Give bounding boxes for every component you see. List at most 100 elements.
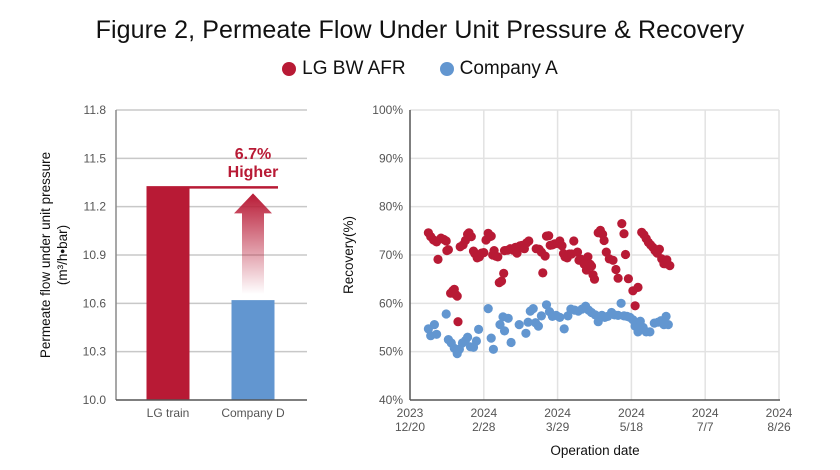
data-point — [538, 268, 548, 278]
scatter-x-tick-date: 12/20 — [395, 420, 425, 434]
bar-y-tick-label: 10.3 — [83, 345, 107, 359]
data-point — [441, 309, 451, 319]
bar-bars — [146, 187, 275, 400]
legend: LG BW AFR Company A — [0, 58, 840, 80]
scatter-y-tick-label: 100% — [372, 103, 403, 117]
bar-y-axis-title: Permeate flow under unit pressure — [38, 152, 53, 358]
up-arrow-icon — [234, 193, 272, 295]
data-point — [496, 276, 507, 286]
data-point — [611, 264, 621, 275]
scatter-y-tick-label: 90% — [379, 151, 403, 165]
data-point — [536, 311, 547, 321]
data-point — [619, 229, 629, 239]
scatter-y-axis-title: Recovery(%) — [341, 216, 356, 294]
legend-marker-lg-icon — [282, 62, 297, 76]
data-point — [572, 247, 583, 257]
data-point — [506, 337, 516, 348]
data-point — [429, 320, 439, 330]
scatter-x-tick-year: 2024 — [692, 406, 719, 420]
scatter-x-ticks: 202312/2020242/2820243/2920245/1820247/7… — [395, 406, 793, 434]
data-point — [523, 317, 533, 327]
scatter-x-tick-year: 2024 — [544, 406, 571, 420]
scatter-y-tick-label: 50% — [379, 345, 403, 359]
data-point — [617, 219, 627, 229]
data-point — [599, 235, 609, 246]
data-point — [433, 254, 443, 264]
bar-company-d — [231, 300, 275, 400]
data-point — [528, 304, 538, 314]
annotation-higher: Higher — [228, 164, 279, 181]
scatter-x-tick-date: 2/28 — [472, 420, 496, 434]
scatter-gridlines — [410, 109, 780, 400]
data-point — [586, 261, 597, 271]
legend-marker-company-a-icon — [439, 62, 454, 76]
data-point — [645, 327, 655, 337]
data-point — [432, 329, 442, 339]
bar-x-tick-label: LG train — [147, 406, 190, 420]
data-point — [589, 274, 600, 284]
data-point — [488, 344, 498, 354]
data-point — [466, 232, 476, 242]
data-point — [483, 304, 493, 314]
data-point — [544, 231, 554, 241]
bar-y-tick-label: 10.6 — [83, 296, 107, 310]
data-point — [555, 312, 565, 322]
bar-y-tick-label: 11.5 — [84, 151, 107, 165]
scatter-y-tick-label: 70% — [379, 248, 403, 262]
scatter-x-tick-year: 2023 — [397, 406, 424, 420]
bar-y-tick-label: 11.8 — [84, 103, 107, 117]
scatter-x-tick-date: 3/29 — [546, 420, 570, 434]
data-point — [493, 252, 503, 262]
scatter-x-tick-date: 7/7 — [697, 420, 714, 434]
legend-item-company-a: Company A — [439, 58, 558, 80]
scatter-y-tick-label: 40% — [379, 393, 403, 407]
data-point — [499, 268, 509, 278]
data-point — [654, 244, 665, 254]
data-point — [512, 248, 522, 258]
scatter-y-tick-label: 80% — [379, 200, 403, 214]
data-point — [479, 248, 489, 258]
data-point — [661, 311, 671, 321]
legend-item-lg: LG BW AFR — [282, 58, 406, 80]
bar-y-ticks: 10.0 10.3 10.6 10.9 11.2 11.5 11.8 — [83, 103, 107, 407]
bar-chart: 10.0 10.3 10.6 10.9 11.2 11.5 11.8 LG train Com… — [38, 103, 307, 420]
scatter-x-axis-title: Operation date — [550, 443, 639, 458]
bar-lg-train — [146, 187, 190, 400]
scatter-x-tick-date: 8/26 — [767, 420, 791, 434]
bar-y-tick-label: 11.2 — [84, 200, 107, 214]
data-point — [569, 236, 579, 246]
data-point — [463, 332, 473, 342]
scatter-points — [423, 219, 675, 359]
bar-y-axis-unit: (m³/h•bar) — [55, 225, 70, 285]
data-point — [557, 241, 567, 251]
data-point — [633, 282, 643, 292]
data-point — [608, 255, 618, 265]
data-point — [559, 324, 569, 334]
bar-x-tick-label: Company D — [221, 406, 285, 420]
data-point — [486, 231, 496, 241]
data-point — [443, 245, 453, 255]
legend-label-lg: LG BW AFR — [302, 58, 406, 79]
series-company-a — [423, 298, 673, 359]
figure-title: Figure 2, Permeate Flow Under Unit Press… — [95, 16, 745, 44]
bar-annotation: 6.7% Higher — [146, 146, 279, 295]
data-point — [503, 313, 513, 323]
data-point — [486, 333, 496, 343]
data-point — [441, 236, 451, 246]
data-point — [663, 320, 673, 330]
scatter-y-ticks: 40% 50% 60% 70% 80% 90% 100% — [372, 103, 403, 407]
scatter-x-tick-year: 2024 — [618, 406, 645, 420]
data-point — [630, 301, 640, 311]
data-point — [521, 328, 531, 338]
data-point — [540, 251, 550, 261]
data-point — [499, 326, 510, 336]
scatter-y-tick-label: 60% — [379, 296, 403, 310]
data-point — [623, 274, 634, 284]
data-point — [665, 261, 675, 271]
data-point — [613, 273, 623, 283]
bar-x-labels: LG train Company D — [147, 406, 285, 420]
scatter-x-tick-year: 2024 — [766, 406, 793, 420]
data-point — [533, 321, 544, 331]
